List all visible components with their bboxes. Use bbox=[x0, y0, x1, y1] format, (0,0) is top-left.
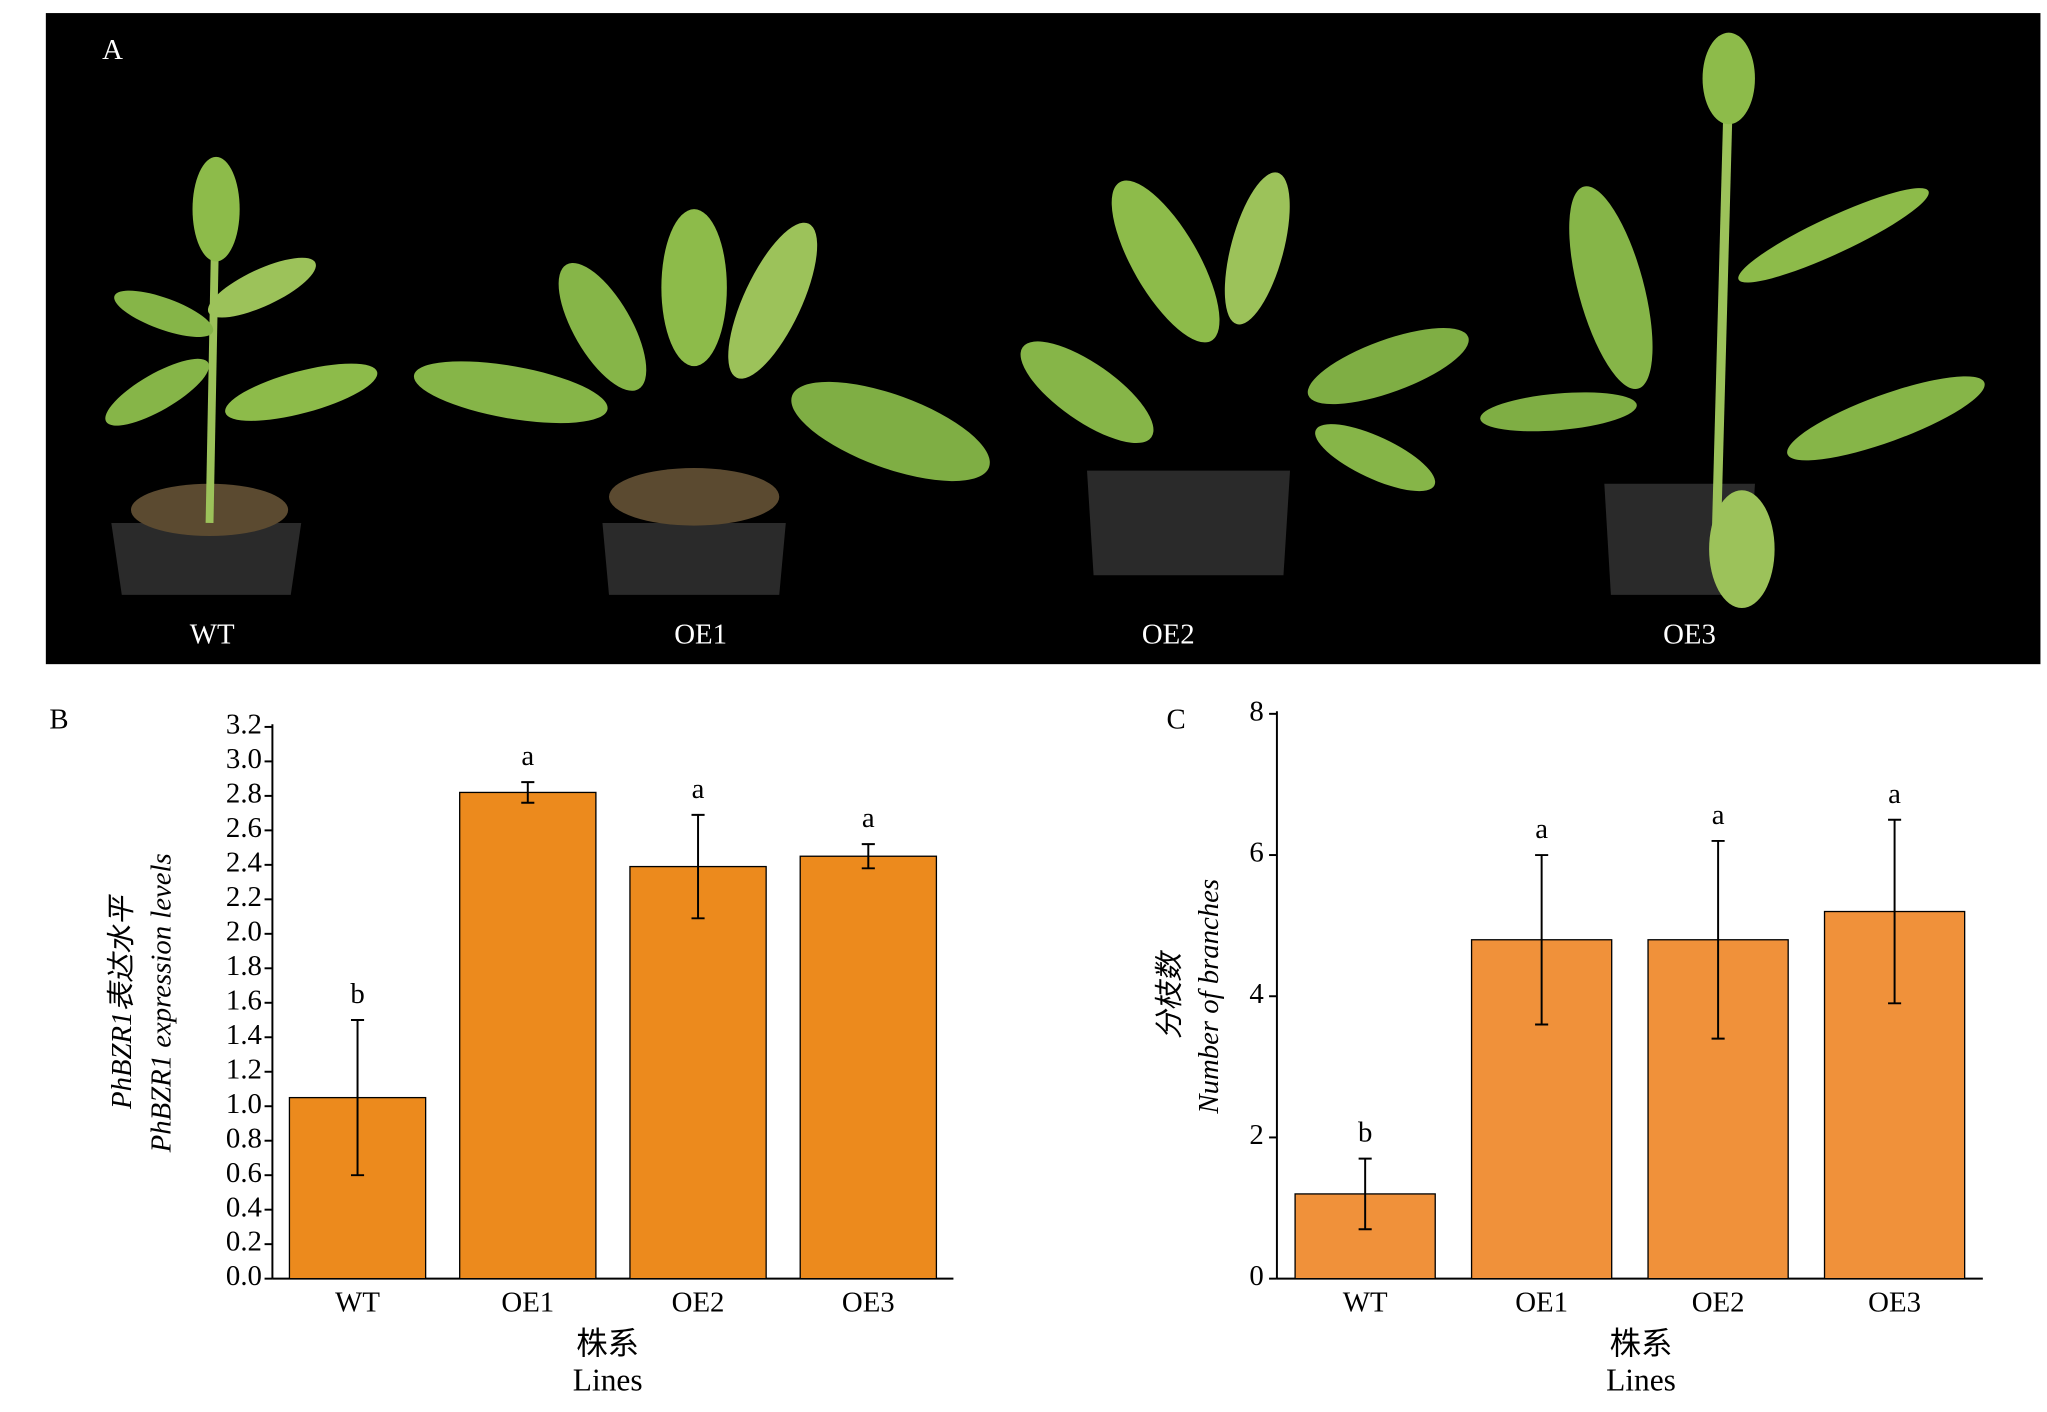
y-tick-label: 3.2 bbox=[226, 709, 262, 741]
x-tick-label: WT bbox=[335, 1286, 380, 1318]
error-bar bbox=[691, 813, 705, 920]
x-axis-label: 株系 bbox=[576, 1326, 639, 1361]
photo-caption: WT bbox=[190, 618, 235, 650]
plant-oe1 bbox=[413, 209, 990, 595]
x-tick-label: WT bbox=[1343, 1286, 1388, 1318]
y-tick-label: 0.6 bbox=[226, 1157, 262, 1189]
error-bar bbox=[521, 781, 535, 804]
error-bar bbox=[1358, 1157, 1372, 1231]
y-tick-label: 3.0 bbox=[226, 743, 262, 775]
error-bar bbox=[1711, 839, 1725, 1040]
y-axis-label: PhBZR1表达水平 bbox=[106, 893, 138, 1110]
error-bar bbox=[1888, 818, 1902, 1005]
y-tick-label: 0 bbox=[1249, 1260, 1263, 1292]
x-tick-label: OE2 bbox=[1692, 1286, 1745, 1318]
x-tick-label: OE1 bbox=[1515, 1286, 1568, 1318]
x-tick-label: OE1 bbox=[501, 1286, 554, 1318]
y-axis-label: PhBZR1 expression levels bbox=[145, 853, 177, 1153]
plant-oe3 bbox=[1480, 32, 1985, 608]
significance-label: a bbox=[521, 740, 534, 772]
x-axis-label: Lines bbox=[1606, 1362, 1676, 1397]
photo-caption: OE3 bbox=[1663, 618, 1716, 650]
photo-panel: A WT OE1 OE2 OE3 bbox=[45, 13, 2041, 665]
significance-label: a bbox=[1888, 778, 1901, 810]
plant-wt bbox=[105, 156, 378, 595]
y-tick-label: 0.8 bbox=[226, 1122, 262, 1154]
y-tick-label: 0.2 bbox=[226, 1226, 262, 1258]
significance-label: a bbox=[1712, 799, 1725, 831]
significance-label: a bbox=[1535, 813, 1548, 845]
y-tick-label: 0.0 bbox=[226, 1260, 262, 1292]
y-axis-label: Number of branches bbox=[1193, 879, 1225, 1115]
y-tick-label: 2.6 bbox=[226, 812, 262, 844]
y-tick-label: 2.4 bbox=[226, 846, 262, 878]
bar bbox=[629, 865, 767, 1280]
significance-label: b bbox=[350, 978, 364, 1010]
photo-caption: OE1 bbox=[674, 618, 727, 650]
bar bbox=[459, 791, 597, 1280]
x-axis-label: 株系 bbox=[1610, 1326, 1673, 1361]
y-tick-label: 0.4 bbox=[226, 1191, 262, 1223]
y-tick-label: 8 bbox=[1249, 695, 1263, 727]
y-tick-label: 2.8 bbox=[226, 778, 262, 810]
x-axis-label: Lines bbox=[573, 1362, 643, 1397]
bar bbox=[799, 855, 938, 1280]
y-tick-label: 1.4 bbox=[226, 1019, 262, 1051]
photo-caption: OE2 bbox=[1142, 618, 1195, 650]
error-bar bbox=[861, 843, 875, 870]
y-tick-label: 2.0 bbox=[226, 915, 262, 947]
y-tick-label: 6 bbox=[1249, 837, 1263, 869]
significance-label: a bbox=[862, 802, 875, 834]
y-tick-label: 2.2 bbox=[226, 881, 262, 913]
plant-oe2 bbox=[1020, 172, 1469, 576]
x-tick-label: OE3 bbox=[1868, 1286, 1921, 1318]
error-bar bbox=[1535, 854, 1549, 1026]
x-tick-label: OE2 bbox=[672, 1286, 725, 1318]
y-tick-label: 2 bbox=[1249, 1119, 1263, 1151]
panel-label: C bbox=[1166, 703, 1185, 735]
error-bar bbox=[350, 1019, 365, 1177]
y-tick-label: 1.2 bbox=[226, 1053, 262, 1085]
y-tick-label: 4 bbox=[1249, 978, 1263, 1010]
significance-label: b bbox=[1358, 1117, 1372, 1149]
y-axis-label: 分枝数 bbox=[1154, 950, 1186, 1039]
y-tick-label: 1.8 bbox=[226, 950, 262, 982]
significance-label: a bbox=[692, 773, 705, 805]
panel-label: B bbox=[49, 703, 68, 735]
y-tick-label: 1.0 bbox=[226, 1088, 262, 1120]
panel-label: A bbox=[102, 34, 123, 66]
y-tick-label: 1.6 bbox=[226, 984, 262, 1016]
x-tick-label: OE3 bbox=[842, 1286, 895, 1318]
